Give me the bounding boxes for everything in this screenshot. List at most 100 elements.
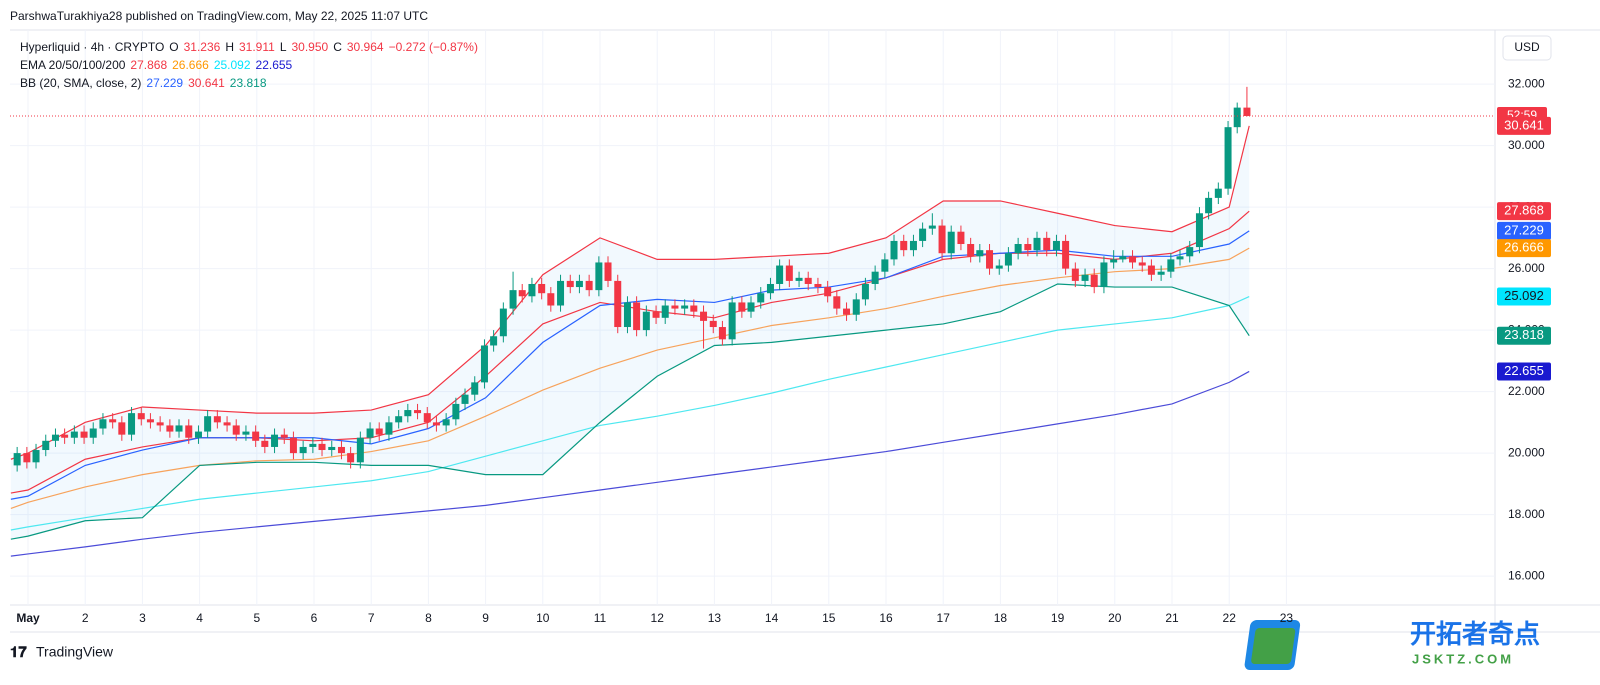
candle-body <box>156 422 164 426</box>
indicator-line <box>10 283 1250 540</box>
candle-body <box>824 287 832 297</box>
candle-body <box>109 419 117 423</box>
candle-body <box>518 290 526 297</box>
indicator-line <box>10 247 1250 510</box>
candle-body <box>976 250 984 257</box>
candle-body <box>757 293 765 303</box>
candle-body <box>957 231 965 245</box>
candle-body <box>509 290 517 309</box>
x-tick-label: 23 <box>1280 611 1294 625</box>
x-tick-label: 21 <box>1165 611 1179 625</box>
candle-body <box>137 413 145 420</box>
candle-body <box>890 240 898 260</box>
candle-body <box>1167 259 1175 272</box>
candle-body <box>1224 127 1232 189</box>
price-label-box <box>1497 326 1551 345</box>
legend-item: −0.272 (−0.87%) <box>388 40 478 54</box>
candle-body <box>1014 244 1022 254</box>
candle-body <box>575 280 583 288</box>
watermark-url: JSKTZ.COM <box>1412 651 1514 666</box>
candle-body <box>289 437 297 454</box>
candle-body <box>61 434 69 438</box>
x-tick-label: 7 <box>368 611 375 625</box>
candle-body <box>185 425 193 438</box>
candle-body <box>337 446 345 454</box>
candle-body <box>947 231 955 254</box>
candle-body <box>938 225 946 254</box>
price-label: 27.229 <box>1504 222 1544 237</box>
candle-body <box>1071 268 1079 281</box>
candle-body <box>375 428 383 435</box>
legend-row: EMA 20/50/100/200 27.868 26.666 25.092 22.65… <box>20 56 483 74</box>
x-tick-label: 11 <box>594 611 607 625</box>
candle-body <box>766 283 774 294</box>
y-tick-label: 18.000 <box>1508 507 1545 521</box>
x-tick-label: 18 <box>994 611 1008 625</box>
candle-body <box>80 431 88 438</box>
candle-body <box>309 443 317 447</box>
legend-item: H <box>225 40 234 54</box>
legend-item: C <box>333 40 342 54</box>
candle-body <box>595 262 603 291</box>
candle-body <box>547 293 555 306</box>
candle-body <box>471 382 479 395</box>
currency-button[interactable] <box>1502 35 1552 61</box>
candle-body <box>175 425 183 432</box>
candle-body <box>13 453 21 466</box>
candle-body <box>843 308 851 315</box>
x-tick-label: 4 <box>196 611 203 625</box>
candle-body <box>280 434 288 438</box>
candle-body <box>1129 256 1137 263</box>
candle-body <box>42 440 50 451</box>
candle-body <box>690 305 698 312</box>
price-label-box <box>1497 202 1551 221</box>
candle-body <box>728 302 736 340</box>
candle-body <box>1205 197 1213 214</box>
legend-item: 31.236 <box>183 40 221 54</box>
brand-logo: 𝟏𝟕 <box>10 644 27 661</box>
x-tick-label: 10 <box>536 611 550 625</box>
x-tick-label: 2 <box>82 611 89 625</box>
candle-body <box>213 416 221 423</box>
legend-item: 26.666 <box>172 58 209 72</box>
candle-body <box>900 240 908 251</box>
candle-body <box>423 413 431 423</box>
watermark-logo: B <box>1244 620 1377 670</box>
candle-body <box>623 302 631 328</box>
legend-item: O <box>169 40 179 54</box>
legend-item: 27.229 <box>146 76 184 90</box>
candle-body <box>32 450 40 463</box>
legend-row: BB (20, SMA, close, 2) 27.229 30.641 23.818 <box>20 74 483 92</box>
watermark-title: 开拓者奇点 <box>1410 619 1540 649</box>
x-tick-label: 9 <box>482 611 489 625</box>
candle-body <box>661 305 669 318</box>
candle-body <box>833 296 841 309</box>
x-tick-label: 22 <box>1223 611 1237 625</box>
grid <box>10 30 1495 605</box>
x-tick-label: 5 <box>253 611 260 625</box>
candle-body <box>356 437 364 463</box>
legend-item: L <box>279 40 287 54</box>
currency: USD <box>1514 40 1540 54</box>
candle-body <box>194 431 202 438</box>
candle-body <box>928 225 936 229</box>
candle-body <box>223 422 231 426</box>
candle-body <box>1119 256 1127 260</box>
candle-body <box>633 302 641 331</box>
x-tick-label: May <box>16 611 40 625</box>
candle-body <box>604 262 612 281</box>
candle-body <box>499 308 507 337</box>
candle-body <box>671 305 679 309</box>
candle-body <box>1195 213 1203 248</box>
candle-body <box>585 280 593 291</box>
price-label: 25.092 <box>1504 288 1544 303</box>
legend-item: 23.818 <box>229 76 267 90</box>
candle-body <box>718 327 726 340</box>
candle-body <box>1043 237 1051 251</box>
x-tick-label: 12 <box>651 611 665 625</box>
brand-icon: 𝟏𝟕 <box>10 644 27 661</box>
legend-item: BB (20, SMA, close, 2) <box>20 76 142 90</box>
x-tick-label: 19 <box>1051 611 1065 625</box>
candle-body <box>89 428 97 438</box>
